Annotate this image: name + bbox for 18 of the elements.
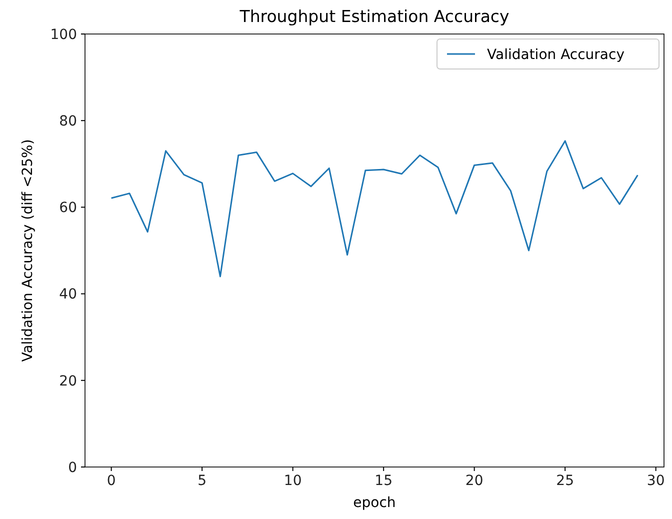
x-tick-label: 5 xyxy=(198,473,207,489)
x-tick-label: 25 xyxy=(556,473,574,489)
x-tick-label: 20 xyxy=(465,473,484,489)
x-tick-label: 10 xyxy=(284,473,302,489)
y-tick-label: 20 xyxy=(59,373,77,390)
x-tick-label: 0 xyxy=(106,473,116,489)
line-series xyxy=(110,140,638,278)
x-tick-label: 30 xyxy=(646,473,665,489)
y-tick-label: 40 xyxy=(59,286,77,303)
chart-title: Throughput Estimation Accuracy xyxy=(238,7,510,26)
legend-label: Validation Accuracy xyxy=(487,46,624,63)
y-tick-label: 0 xyxy=(68,460,77,476)
x-axis-title: epoch xyxy=(353,495,396,511)
y-tick-label: 60 xyxy=(59,200,77,216)
y-tick-label: 100 xyxy=(50,26,77,43)
x-tick-label: 15 xyxy=(374,473,392,489)
y-axis-title: Validation Accuracy (diff <25%) xyxy=(20,139,36,362)
y-tick-label: 80 xyxy=(59,114,77,130)
